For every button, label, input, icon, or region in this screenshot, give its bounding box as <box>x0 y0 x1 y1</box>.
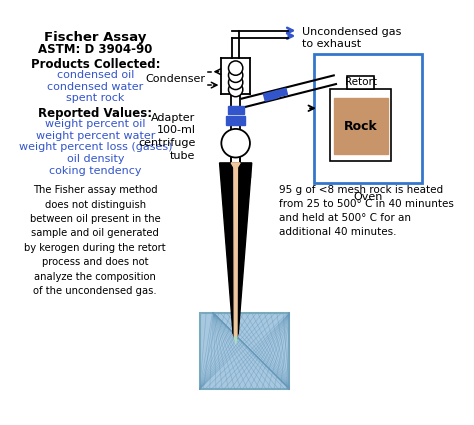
Text: coking tendency: coking tendency <box>49 166 142 176</box>
Text: Adapter: Adapter <box>151 113 195 123</box>
Bar <box>334 98 388 154</box>
Circle shape <box>228 68 243 82</box>
Text: weight percent oil: weight percent oil <box>45 119 146 129</box>
Bar <box>314 54 422 184</box>
Text: condensed oil: condensed oil <box>56 70 134 80</box>
Bar <box>226 116 246 125</box>
Bar <box>228 106 244 114</box>
Text: Reported Values:: Reported Values: <box>38 108 152 120</box>
Text: ASTM: D 3904-90: ASTM: D 3904-90 <box>38 43 153 56</box>
Text: Oven: Oven <box>353 193 383 202</box>
Polygon shape <box>234 167 237 337</box>
Polygon shape <box>234 337 237 344</box>
Text: Oil: Oil <box>239 170 252 180</box>
Polygon shape <box>231 163 240 167</box>
Text: Uncondensed gas
to exhaust: Uncondensed gas to exhaust <box>302 27 401 48</box>
Bar <box>275 88 287 97</box>
Circle shape <box>228 82 243 97</box>
Text: spent rock: spent rock <box>66 93 125 103</box>
Polygon shape <box>219 163 252 333</box>
Circle shape <box>228 61 243 75</box>
Bar <box>200 313 289 389</box>
Text: Condenser: Condenser <box>145 74 205 84</box>
Text: weight percent loss (gases): weight percent loss (gases) <box>18 142 172 152</box>
Polygon shape <box>233 333 238 342</box>
Text: weight percent water: weight percent water <box>36 131 155 141</box>
Text: oil density: oil density <box>66 154 124 164</box>
Text: 95 g of <8 mesh rock is heated
from 25 to 500° C in 40 minuntes
and held at 500°: 95 g of <8 mesh rock is heated from 25 t… <box>279 185 454 237</box>
Text: condensed water: condensed water <box>47 82 144 91</box>
Text: Rock: Rock <box>344 120 378 133</box>
Text: Products Collected:: Products Collected: <box>30 58 160 71</box>
Text: The Fisher assay method
does not distinguish
between oil present in the
sample a: The Fisher assay method does not disting… <box>25 185 166 296</box>
Circle shape <box>228 75 243 90</box>
Circle shape <box>221 129 250 158</box>
Bar <box>347 76 374 89</box>
Text: 100-ml
centrifuge
tube: 100-ml centrifuge tube <box>138 125 195 162</box>
Text: Retort: Retort <box>345 77 377 88</box>
Text: Fischer Assay: Fischer Assay <box>44 31 146 45</box>
Bar <box>264 91 277 101</box>
Bar <box>330 89 391 161</box>
